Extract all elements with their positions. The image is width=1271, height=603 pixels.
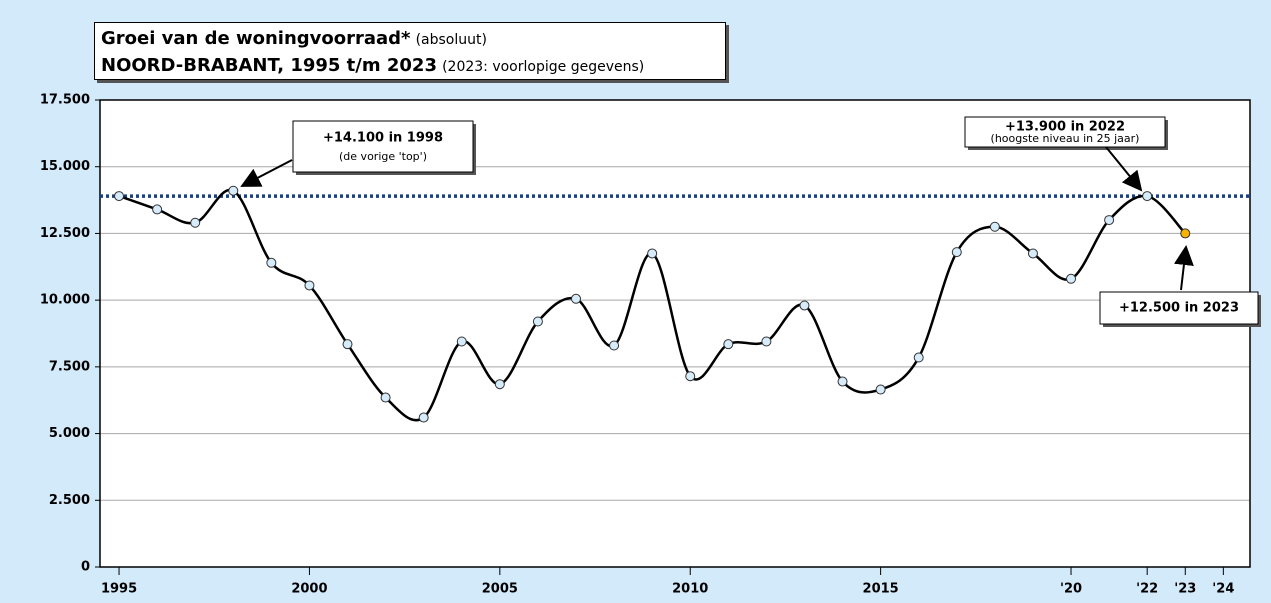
annotation-arrow [1105, 146, 1143, 192]
annotation-text: +12.500 in 2023 [1119, 301, 1239, 316]
marker [951, 247, 962, 258]
y-tick-label: 15.000 [40, 159, 90, 174]
chart-title: Groei van de woningvoorraad* [101, 28, 411, 49]
y-tick-label: 17.500 [40, 93, 90, 108]
marker [913, 352, 924, 363]
marker [114, 191, 125, 202]
annotation-arrow [240, 159, 293, 187]
marker [685, 371, 696, 382]
x-tick-label: '20 [1060, 582, 1082, 597]
x-tick-label: '24 [1212, 582, 1234, 597]
marker [570, 293, 581, 304]
x-tick-label: '23 [1174, 582, 1196, 597]
x-tick-label: 2005 [482, 582, 518, 597]
annotation-text: +13.900 in 2022 [1005, 120, 1125, 135]
x-tick-label: 2010 [672, 582, 708, 597]
y-tick-label: 5.000 [49, 426, 90, 441]
annotation-box [964, 116, 1166, 148]
marker [342, 339, 353, 350]
marker [190, 217, 201, 228]
x-tick-label: 2015 [863, 582, 899, 597]
y-tick-label: 7.500 [49, 359, 90, 374]
x-tick-label: '22 [1136, 582, 1158, 597]
annotation-box [292, 120, 474, 173]
marker [761, 336, 772, 347]
marker [494, 379, 505, 390]
y-tick-label: 0 [81, 560, 90, 575]
annotation-subtext: (de vorige 'top') [339, 150, 427, 163]
marker [837, 376, 848, 387]
marker [989, 221, 1000, 232]
marker [609, 340, 620, 351]
marker [532, 316, 543, 327]
marker [228, 185, 239, 196]
annotation-subtext: (hoogste niveau in 25 jaar) [991, 132, 1140, 145]
chart-subtitle: NOORD-BRABANT, 1995 t/m 2023 [101, 55, 437, 76]
x-tick-label: 1995 [101, 582, 137, 597]
marker [152, 204, 163, 215]
marker [723, 339, 734, 350]
marker [1027, 248, 1038, 259]
marker [380, 392, 391, 403]
marker [875, 384, 886, 395]
title-note: (absoluut) [415, 32, 487, 48]
y-tick-label: 12.500 [40, 226, 90, 241]
marker [799, 300, 810, 311]
annotation-text: +14.100 in 1998 [323, 131, 443, 146]
y-tick-label: 10.000 [40, 293, 90, 308]
x-tick-label: 2000 [291, 582, 327, 597]
annotation-arrow [1173, 245, 1194, 291]
marker [304, 280, 315, 291]
marker [418, 412, 429, 423]
marker [647, 248, 658, 259]
marker [1180, 228, 1191, 239]
marker [266, 257, 277, 268]
subtitle-note: (2023: voorlopige gegevens) [442, 59, 645, 75]
plot-area [100, 100, 1250, 567]
marker [456, 336, 467, 347]
y-tick-label: 2.500 [49, 493, 90, 508]
marker [1142, 191, 1153, 202]
marker [1104, 215, 1115, 226]
marker [1066, 273, 1077, 284]
plot-frame [99, 99, 1251, 568]
title-box: Groei van de woningvoorraad* (absoluut) … [94, 22, 726, 80]
annotation-box [1099, 291, 1259, 325]
